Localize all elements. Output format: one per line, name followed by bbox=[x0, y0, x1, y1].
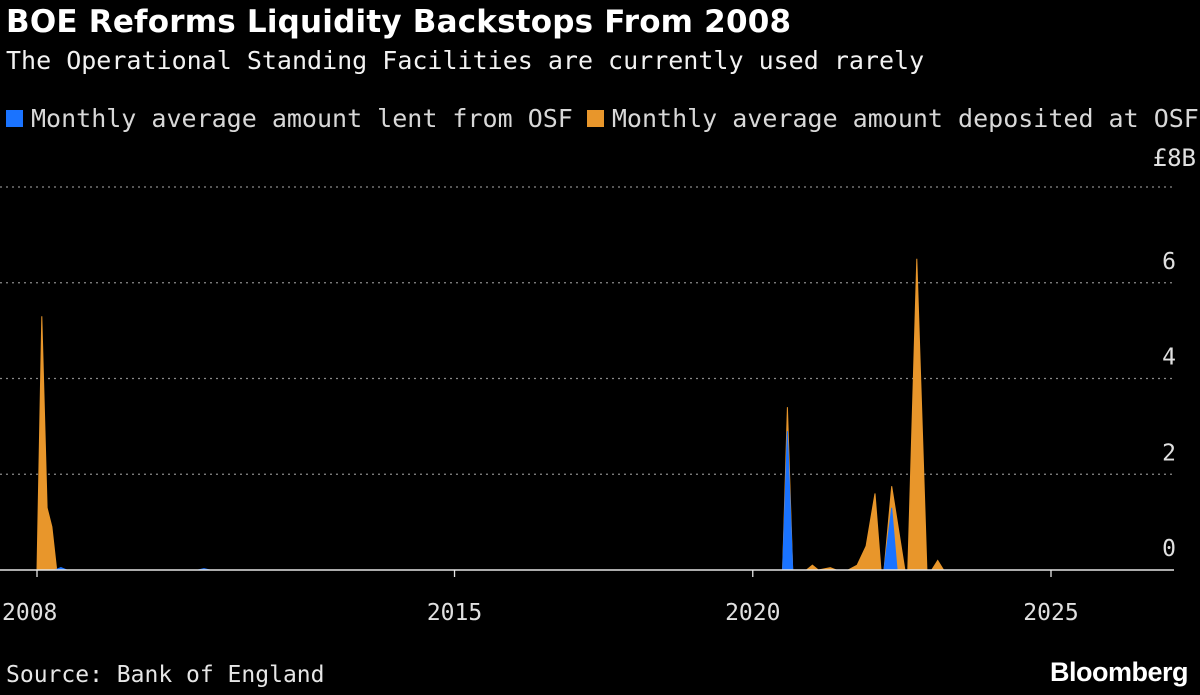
y-unit-label: £8B bbox=[1152, 144, 1196, 172]
x-tick-label-2025: 2025 bbox=[1023, 600, 1078, 626]
y-tick-label-2: 2 bbox=[1162, 440, 1176, 466]
source-note: Source: Bank of England bbox=[6, 662, 325, 688]
legend-swatch-deposited bbox=[586, 110, 604, 127]
legend-item-lent: Monthly average amount lent from OSF bbox=[6, 104, 573, 133]
chart-subtitle: The Operational Standing Facilities are … bbox=[6, 46, 925, 75]
legend-label-deposited: Monthly average amount deposited at OSF bbox=[611, 104, 1199, 133]
series-area-lent bbox=[37, 431, 1165, 571]
legend: Monthly average amount lent from OSF Mon… bbox=[6, 104, 1200, 133]
x-tick-label-2015: 2015 bbox=[427, 600, 482, 626]
legend-label-lent: Monthly average amount lent from OSF bbox=[31, 104, 573, 133]
y-tick-label-0: 0 bbox=[1162, 536, 1176, 562]
legend-item-deposited: Monthly average amount deposited at OSF bbox=[586, 104, 1199, 133]
x-tick-label-2020: 2020 bbox=[725, 600, 780, 626]
y-tick-label-6: 6 bbox=[1162, 249, 1176, 275]
x-tick-label-2008: 2008 bbox=[2, 600, 57, 626]
y-tick-label-4: 4 bbox=[1162, 345, 1176, 371]
series-area-deposited bbox=[36, 258, 1165, 571]
legend-swatch-lent bbox=[6, 110, 23, 127]
bloomberg-logo: Bloomberg bbox=[1049, 657, 1189, 687]
chart-title: BOE Reforms Liquidity Backstops From 200… bbox=[6, 4, 792, 40]
